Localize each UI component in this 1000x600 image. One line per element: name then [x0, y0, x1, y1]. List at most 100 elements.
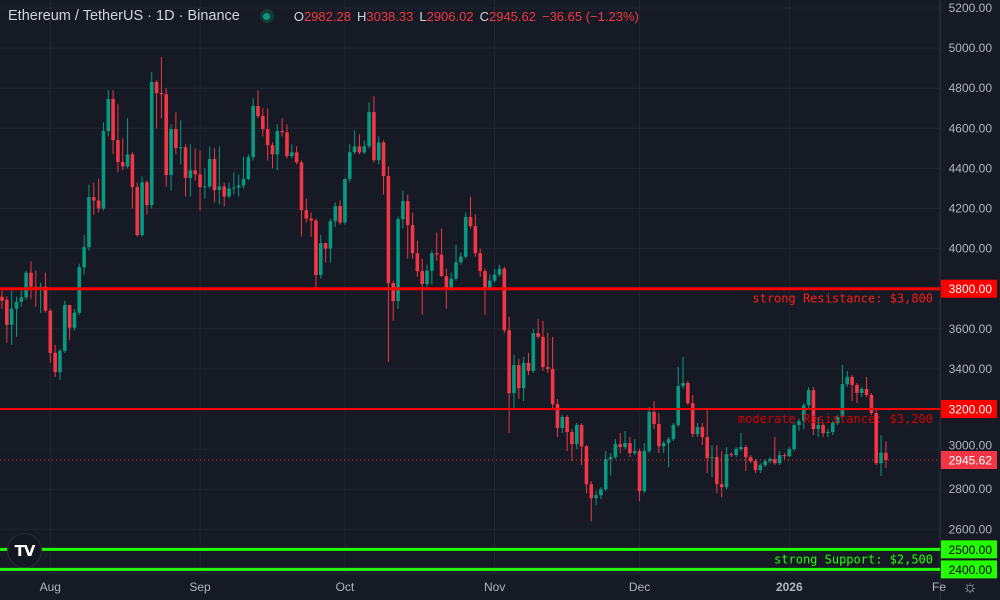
- candle: [183, 144, 188, 197]
- candle-body: [473, 226, 478, 254]
- candle: [502, 266, 507, 333]
- candle-body: [362, 146, 367, 153]
- candle: [154, 80, 159, 129]
- candle-body: [512, 365, 516, 394]
- ohlc-values: O2982.28 H3038.33 L2906.02 C2945.62 −36.…: [294, 9, 639, 24]
- candle: [67, 304, 72, 340]
- close-value: 2945.62: [488, 8, 536, 24]
- candle: [879, 435, 883, 477]
- candle-body: [758, 465, 763, 471]
- candle: [24, 270, 28, 300]
- candle-body: [290, 152, 294, 157]
- close-label: C: [479, 8, 489, 24]
- time-tick-label: Dec: [629, 580, 650, 594]
- candle-body: [869, 394, 874, 414]
- symbol-title[interactable]: Ethereum / TetherUS · 1D · Binance: [8, 8, 240, 24]
- candle: [420, 258, 425, 315]
- time-tick-label: 2026: [776, 580, 803, 594]
- candle-body: [719, 484, 724, 488]
- candle-body: [574, 425, 579, 445]
- candle-body: [434, 253, 439, 255]
- candle-body: [768, 459, 772, 462]
- candle-body: [724, 454, 729, 488]
- candle: [850, 374, 854, 401]
- candle-body: [463, 217, 468, 257]
- candle: [333, 202, 338, 227]
- candle: [715, 445, 719, 494]
- time-axis[interactable]: Aug Sep Oct Nov Dec 2026 Fe: [40, 580, 947, 594]
- candle: [362, 140, 367, 155]
- candle: [478, 248, 482, 277]
- candle: [681, 356, 685, 389]
- price-tick-label: 3600.00: [949, 322, 993, 336]
- candle-body: [879, 452, 883, 464]
- candle-body: [82, 247, 86, 268]
- candle: [787, 447, 792, 458]
- candle: [710, 445, 714, 478]
- candle-body: [594, 495, 598, 499]
- price-tick-label: 5200.00: [949, 1, 993, 15]
- candle: [666, 437, 671, 468]
- candle: [637, 449, 642, 502]
- candle-body: [401, 201, 405, 220]
- candle: [396, 216, 400, 309]
- candle: [545, 332, 550, 373]
- last-price-badge: [941, 451, 997, 470]
- price-axis[interactable]: 2600.00 2800.00 3000.00 3400.00 3600.00 4000.…: [941, 1, 997, 579]
- candle-body: [526, 362, 531, 371]
- candle-body: [372, 112, 376, 161]
- candle-body: [705, 437, 709, 459]
- high-value: 3038.33: [366, 8, 414, 24]
- candle: [628, 437, 632, 458]
- candle-body: [304, 210, 309, 219]
- candle-body: [212, 158, 217, 191]
- candle-body: [24, 272, 28, 298]
- candle-body: [690, 403, 695, 435]
- candle: [48, 308, 53, 363]
- candle-body: [734, 449, 738, 456]
- candle: [661, 441, 666, 454]
- candle-body: [729, 454, 734, 456]
- settings-sun-icon[interactable]: ☼: [962, 577, 978, 596]
- candle: [608, 453, 613, 476]
- candle-body: [608, 457, 613, 460]
- candle-body: [381, 142, 386, 177]
- candle-body: [536, 333, 540, 337]
- candle: [347, 144, 352, 183]
- candle-body: [671, 425, 676, 440]
- candle-body: [884, 452, 888, 461]
- price-tick-label: 2600.00: [949, 522, 993, 536]
- candle: [623, 431, 627, 450]
- candle-body: [497, 268, 502, 275]
- candle-body: [251, 106, 255, 158]
- candle-body: [632, 451, 637, 454]
- candle: [521, 356, 526, 401]
- candle: [589, 481, 594, 522]
- candle-body: [169, 129, 173, 176]
- candle-body: [111, 99, 115, 141]
- candle-body: [9, 308, 14, 325]
- candle-body: [333, 206, 338, 222]
- candle: [744, 445, 748, 472]
- candle-body: [318, 243, 323, 276]
- candle-body: [483, 271, 487, 290]
- candle-body: [830, 423, 835, 433]
- candle-body: [338, 206, 342, 223]
- tradingview-logo[interactable]: TV: [7, 533, 42, 568]
- candle-body: [806, 390, 811, 406]
- candle: [782, 453, 787, 460]
- candle: [454, 244, 458, 281]
- candle: [753, 459, 758, 474]
- candle: [72, 308, 77, 331]
- candle: [830, 421, 835, 436]
- low-label: L: [419, 8, 427, 24]
- candle: [473, 214, 478, 257]
- candle: [14, 296, 19, 337]
- time-tick-label: Aug: [40, 580, 61, 594]
- candle: [652, 400, 656, 430]
- candle-body: [256, 106, 260, 117]
- candle-body: [222, 186, 226, 197]
- candle-body: [53, 352, 57, 373]
- candle: [314, 218, 318, 289]
